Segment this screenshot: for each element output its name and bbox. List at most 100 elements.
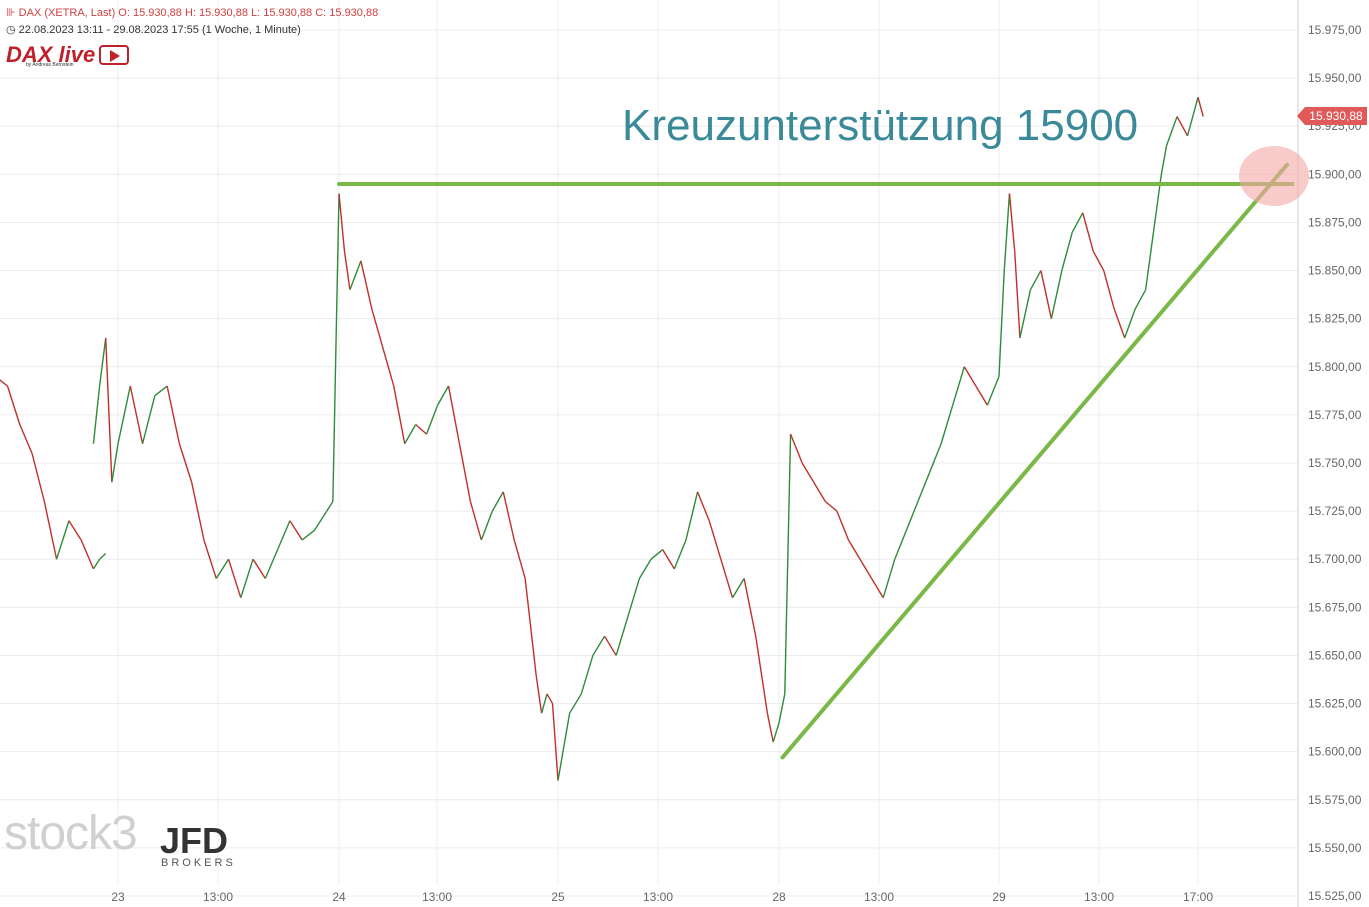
price-segment	[1186, 97, 1199, 137]
y-tick-label: 15.600,00	[1308, 745, 1362, 759]
price-segment	[685, 491, 699, 541]
price-segment	[55, 520, 70, 560]
x-tick-label: 13:00	[1084, 890, 1114, 904]
x-axis: 23 13:00 24 13:00 25 13:00 28 13:00 29 13:00 17:00	[111, 890, 1213, 904]
y-tick-label: 15.800,00	[1308, 360, 1362, 374]
x-tick-label: 25	[551, 890, 565, 904]
price-segment	[1176, 116, 1189, 137]
price-segment	[332, 193, 340, 502]
jfd-logo: JFD	[160, 820, 229, 861]
price-segment	[491, 491, 504, 512]
price-segment	[592, 635, 606, 656]
price-segment	[252, 558, 266, 579]
price-segment	[650, 549, 664, 560]
x-tick-label: 23	[111, 890, 125, 904]
play-icon	[99, 45, 129, 65]
y-tick-label: 15.775,00	[1308, 408, 1362, 422]
y-tick-label: 15.675,00	[1308, 600, 1362, 614]
price-segment	[227, 559, 242, 598]
price-segment	[824, 500, 838, 512]
x-tick-label: 13:00	[203, 890, 233, 904]
price-segment	[986, 376, 1000, 406]
price-segment	[708, 520, 722, 560]
price-segment	[557, 713, 571, 781]
price-series	[0, 97, 1204, 781]
y-tick-label: 15.825,00	[1308, 312, 1362, 326]
price-segment	[963, 366, 977, 387]
price-segment	[480, 510, 493, 541]
header-ohlc: ⊪ DAX (XETRA, Last) O: 15.930,88 H: 15.9…	[6, 6, 378, 19]
chart-grid	[0, 0, 1299, 907]
price-segment	[338, 193, 346, 252]
y-axis: 15.525,00 15.550,00 15.575,00 15.600,00 15.6…	[1308, 23, 1362, 903]
y-tick-label: 15.700,00	[1308, 552, 1362, 566]
price-segment	[92, 558, 101, 570]
price-segment	[551, 703, 559, 781]
price-segment	[847, 539, 861, 560]
price-segment	[546, 693, 554, 704]
x-tick-label: 13:00	[864, 890, 894, 904]
price-segment	[778, 693, 786, 723]
price-segment	[1144, 212, 1157, 290]
price-segment	[215, 558, 230, 579]
price-segment	[755, 636, 769, 714]
chart-annotation: Kreuzunterstützung 15900	[622, 101, 1138, 150]
price-segment	[6, 385, 21, 425]
price-segment	[458, 443, 472, 502]
header-line2: 22.08.2023 13:11 - 29.08.2023 17:55 (1 W…	[18, 24, 301, 36]
price-segment	[43, 501, 58, 560]
price-segment	[766, 713, 774, 743]
y-tick-label: 15.575,00	[1308, 793, 1362, 807]
price-segment	[240, 559, 254, 598]
price-segment	[975, 385, 989, 406]
price-segment	[1040, 270, 1053, 319]
jfd-sub: BROKERS	[161, 857, 236, 869]
price-segment	[301, 529, 315, 541]
price-segment	[905, 501, 919, 531]
price-segment	[1014, 251, 1021, 338]
price-segment	[952, 366, 965, 406]
price-segment	[789, 433, 803, 464]
x-tick-label: 17:00	[1183, 890, 1213, 904]
price-segment	[882, 559, 896, 598]
x-tick-label: 13:00	[422, 890, 452, 904]
y-tick-label: 15.850,00	[1308, 264, 1362, 278]
price-segment	[513, 539, 526, 579]
price-segment	[404, 424, 417, 445]
price-segment	[98, 337, 107, 387]
highlight-circle	[1239, 146, 1309, 206]
price-segment	[154, 385, 168, 397]
price-segment	[1019, 289, 1032, 339]
price-segment	[535, 674, 543, 714]
price-segment	[638, 558, 652, 579]
price-segment	[998, 270, 1005, 377]
price-segment	[1197, 97, 1204, 117]
price-segment	[393, 385, 406, 444]
y-tick-label: 15.550,00	[1308, 841, 1362, 855]
price-segment	[580, 655, 594, 695]
last-price-tag: 15.930,88	[1297, 107, 1367, 125]
price-segment	[415, 423, 428, 435]
y-tick-label: 15.525,00	[1308, 889, 1362, 903]
price-segment	[1124, 308, 1136, 339]
price-segment	[447, 385, 461, 444]
y-tick-label: 15.975,00	[1308, 23, 1362, 37]
price-segment	[696, 491, 710, 521]
price-segment	[80, 539, 95, 570]
price-segment	[540, 693, 548, 714]
price-segment	[894, 530, 908, 560]
price-segment	[1050, 270, 1063, 319]
price-segment	[1003, 193, 1011, 271]
price-segment	[813, 481, 826, 502]
price-segment	[141, 395, 156, 444]
price-segment	[1082, 212, 1094, 252]
price-segment	[349, 260, 362, 291]
price-segment	[289, 520, 303, 541]
price-segment	[859, 558, 873, 579]
price-segment	[615, 616, 629, 656]
price-segment	[117, 385, 131, 444]
price-segment	[68, 520, 82, 541]
price-segment	[111, 443, 119, 483]
stock3-logo: stock3	[4, 807, 138, 860]
